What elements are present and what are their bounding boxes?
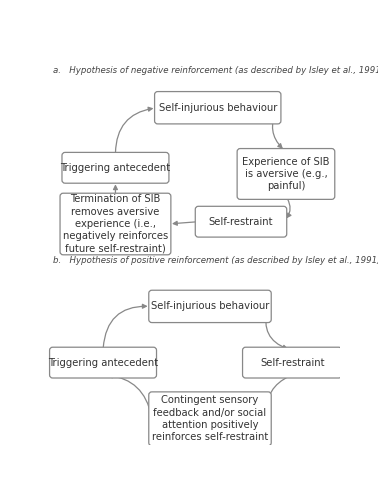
Text: Self-injurious behaviour: Self-injurious behaviour [158, 102, 277, 113]
FancyBboxPatch shape [62, 152, 169, 183]
FancyBboxPatch shape [60, 193, 171, 255]
Text: Termination of SIB
removes aversive
experience (i.e.,
negatively reinforces
futu: Termination of SIB removes aversive expe… [63, 194, 168, 254]
Text: Experience of SIB
is aversive (e.g.,
painful): Experience of SIB is aversive (e.g., pai… [242, 156, 330, 192]
Text: a.   Hypothesis of negative reinforcement (as described by Isley et al., 1991): a. Hypothesis of negative reinforcement … [53, 66, 378, 75]
Text: Self-injurious behaviour: Self-injurious behaviour [151, 302, 269, 312]
FancyBboxPatch shape [50, 347, 156, 378]
FancyBboxPatch shape [195, 206, 287, 237]
Text: Self-restraint: Self-restraint [260, 358, 324, 368]
FancyBboxPatch shape [155, 92, 281, 124]
Text: Self-restraint: Self-restraint [209, 216, 273, 226]
Text: Contingent sensory
feedback and/or social
attention positively
reinforces self-r: Contingent sensory feedback and/or socia… [152, 395, 268, 442]
FancyBboxPatch shape [149, 290, 271, 322]
FancyBboxPatch shape [237, 148, 335, 200]
FancyBboxPatch shape [149, 392, 271, 446]
Text: Triggering antecedent: Triggering antecedent [60, 163, 170, 173]
FancyBboxPatch shape [243, 347, 342, 378]
Text: Triggering antecedent: Triggering antecedent [48, 358, 158, 368]
Text: b.   Hypothesis of positive reinforcement (as described by Isley et al., 1991): b. Hypothesis of positive reinforcement … [53, 256, 378, 266]
